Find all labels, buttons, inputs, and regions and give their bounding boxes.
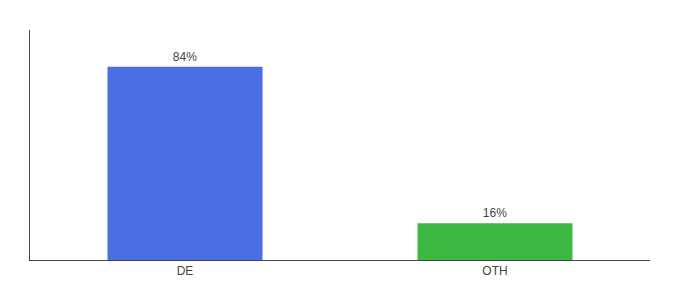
svg-text:84%: 84%: [173, 50, 197, 64]
svg-text:DE: DE: [177, 264, 194, 278]
svg-text:16%: 16%: [483, 206, 507, 220]
svg-text:OTH: OTH: [482, 264, 507, 278]
